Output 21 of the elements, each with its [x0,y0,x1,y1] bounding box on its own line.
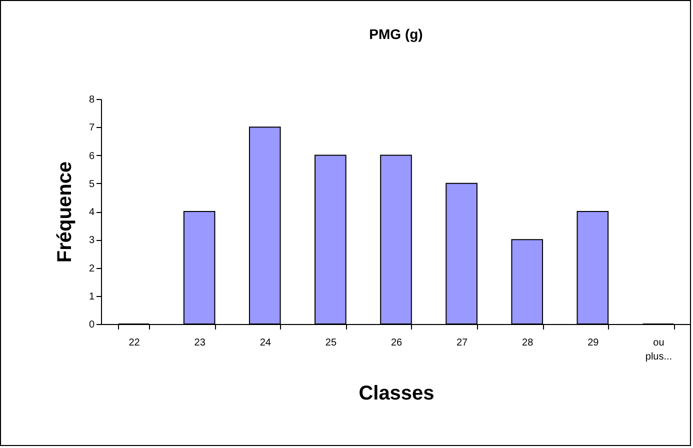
x-tick-label: 25 [325,338,337,348]
y-axis-title: Fréquence [54,161,76,263]
x-tick-label: 27 [456,338,468,348]
y-tick-label: 7 [88,122,95,134]
y-tick-label: 1 [88,291,95,302]
y-tick-label: 4 [88,207,95,218]
x-axis-title: Classes [358,382,434,404]
y-tick-label: 3 [88,235,95,246]
x-tick-label: 29 [588,338,600,348]
x-tick-label: 23 [194,338,206,348]
x-tick-label: 26 [390,338,402,348]
y-tick-label: 5 [88,178,95,190]
x-tick-label: 24 [260,338,272,348]
y-tick-label: 0 [88,320,95,330]
x-tick-label: 22 [128,338,140,348]
x-tick-label: 28 [522,338,534,348]
y-tick-label: 6 [88,150,95,162]
y-tick-label: 8 [88,94,95,106]
chart-title: PMG (g) [369,26,423,42]
y-tick-label: 2 [88,263,95,274]
x-tick-label: ou plus... [645,338,672,362]
